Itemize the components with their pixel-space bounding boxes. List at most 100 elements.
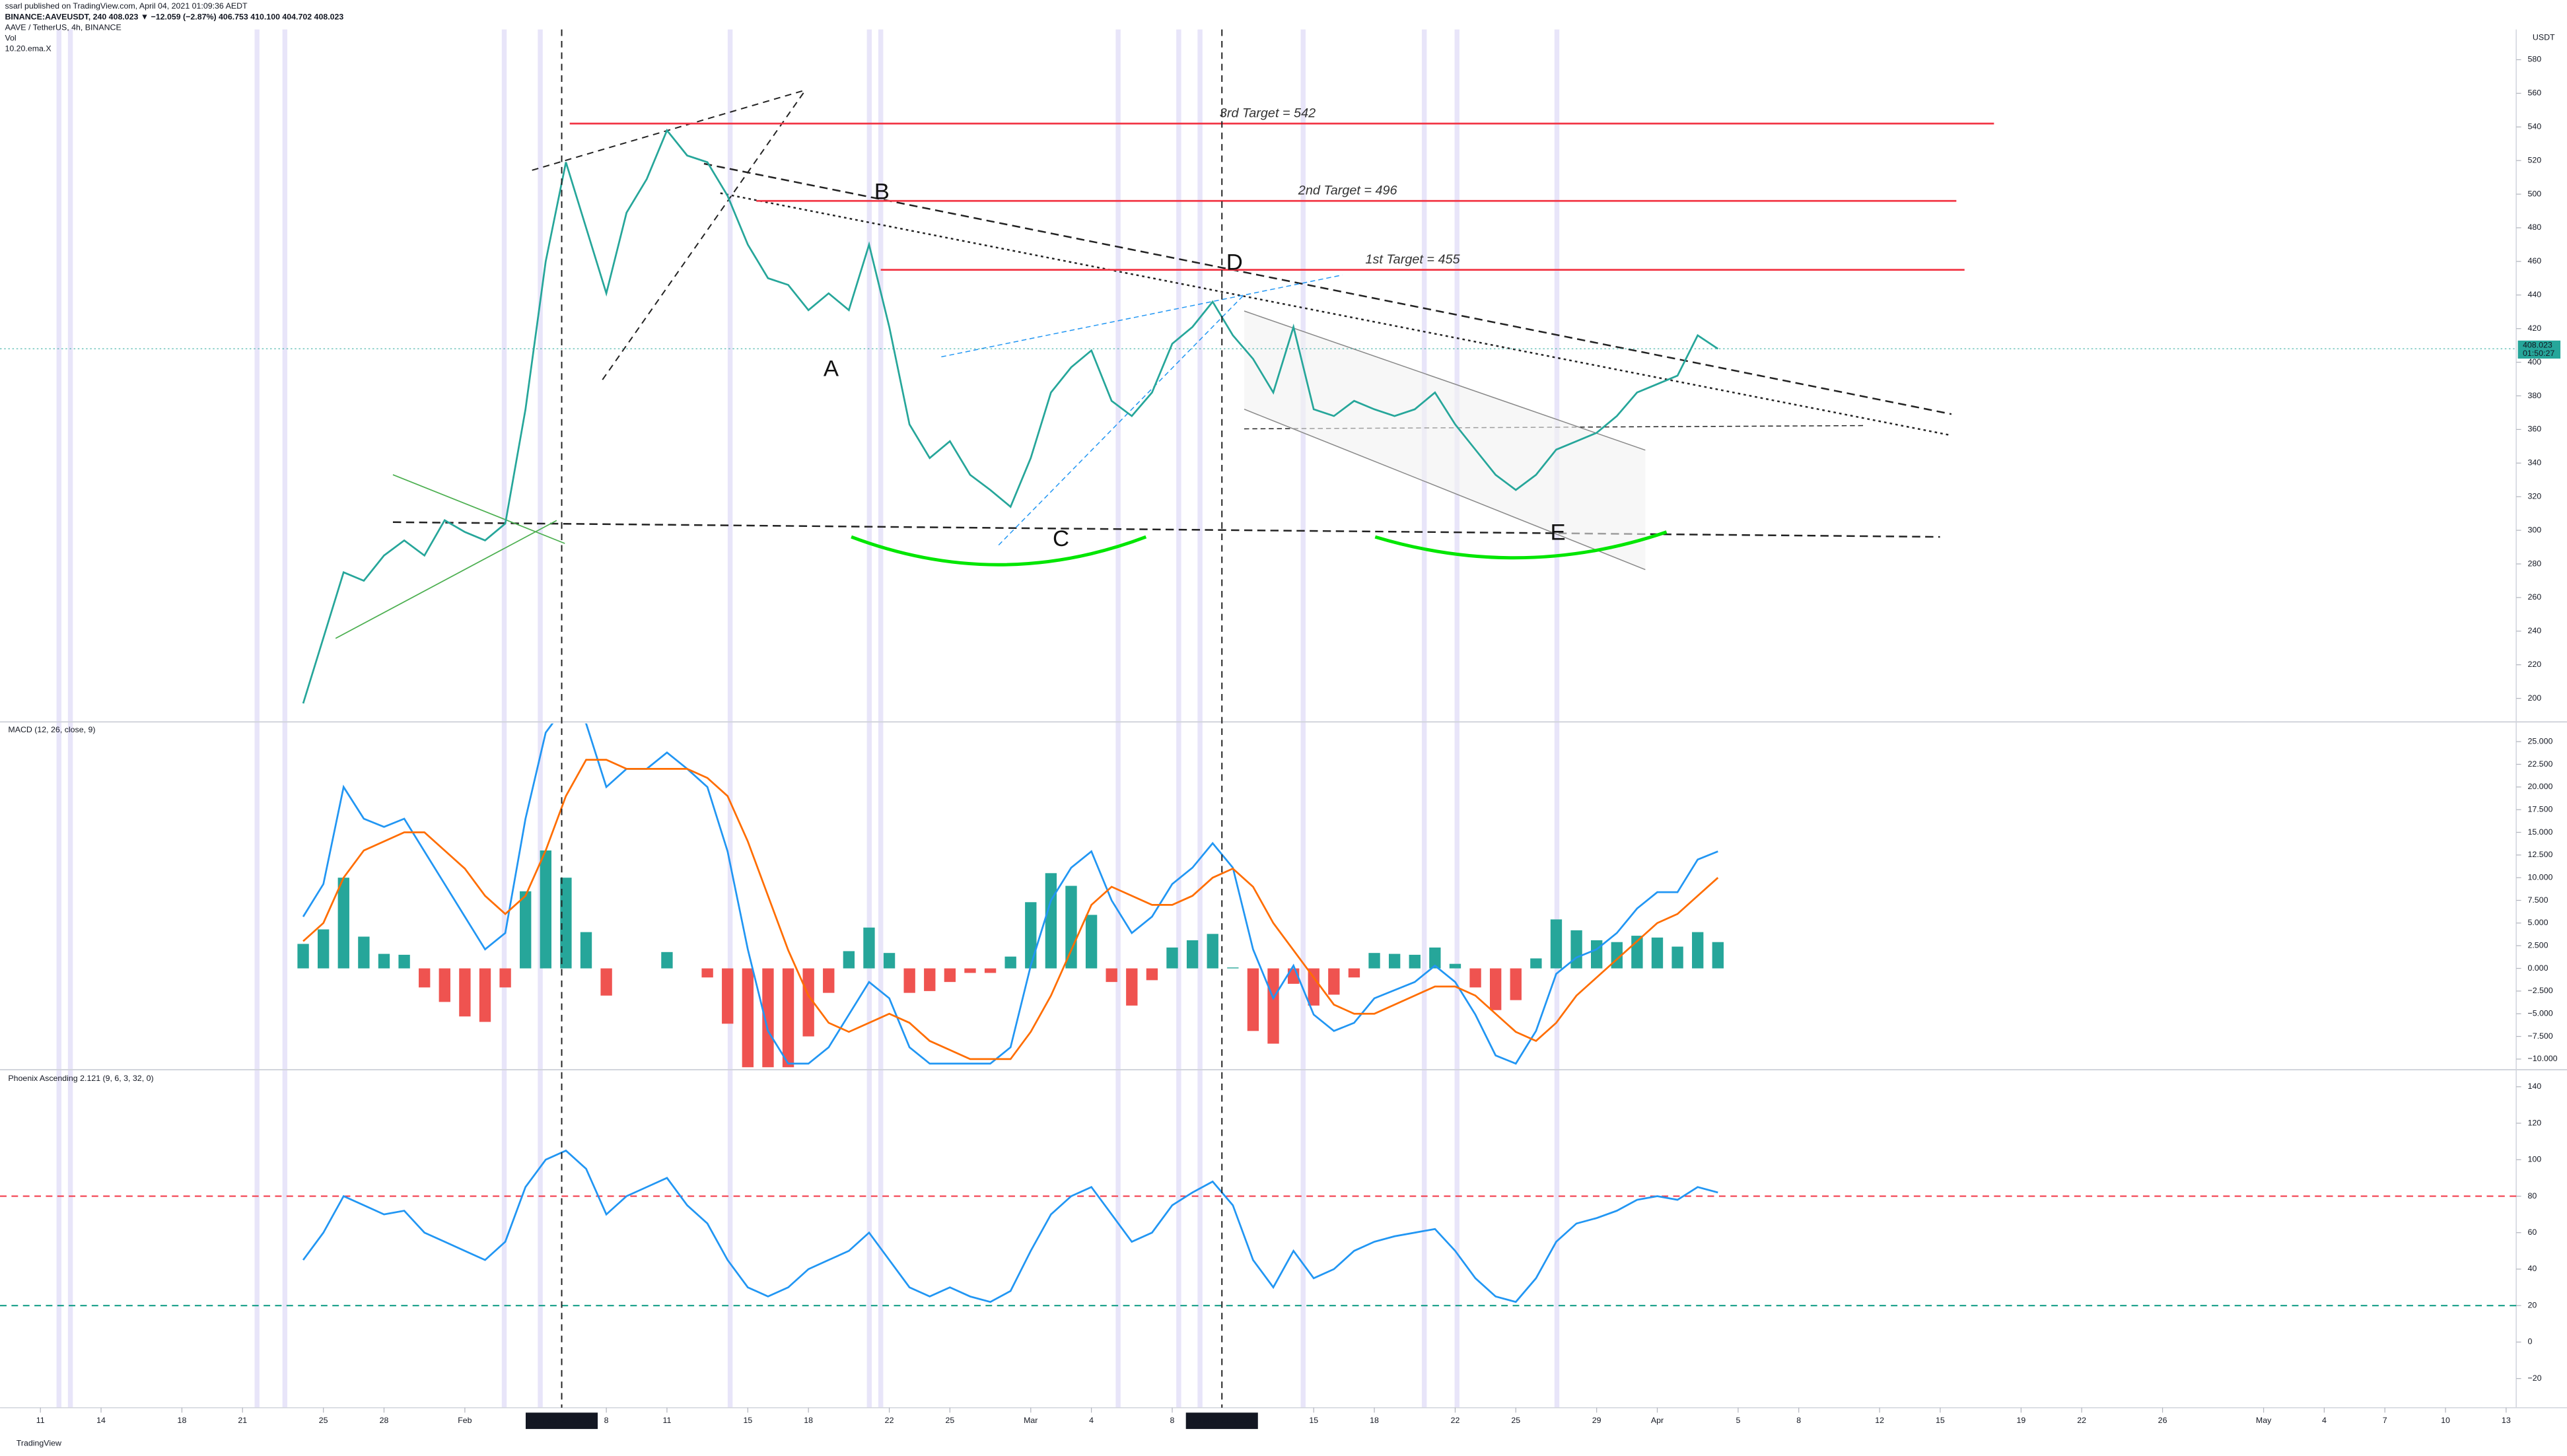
y-tick-label: 280	[2527, 559, 2541, 568]
histogram-bar	[924, 968, 936, 991]
histogram-bar	[1186, 940, 1199, 969]
x-tick-label: 8	[1796, 1416, 1801, 1425]
histogram-bar	[337, 878, 349, 969]
support-line	[392, 521, 1940, 538]
histogram-bar	[1045, 873, 1057, 969]
session-band	[56, 29, 61, 1408]
plot: 2002202402602803003203403603804004204404…	[0, 29, 2561, 1430]
histogram-bar	[1530, 958, 1542, 969]
session-band	[1197, 29, 1203, 1408]
series-line	[302, 759, 1719, 1060]
y-tick-label: 10.000	[2527, 872, 2552, 882]
y-tick-label: 220	[2527, 660, 2541, 669]
session-band	[538, 29, 543, 1408]
y-tick-label: 17.500	[2527, 804, 2552, 814]
session-band	[1300, 29, 1306, 1408]
y-tick-label: 300	[2527, 525, 2541, 534]
x-tick-label: May	[2256, 1416, 2272, 1425]
channel-line	[998, 294, 1245, 546]
target-label: 2nd Target = 496	[1298, 184, 1398, 198]
y-tick-label: −2.500	[2527, 986, 2552, 995]
histogram-bar	[499, 968, 511, 988]
session-band	[254, 29, 260, 1408]
triangle-line	[335, 520, 557, 639]
histogram-bar	[540, 850, 551, 969]
y-tick-label: 7.500	[2527, 895, 2548, 905]
header-line: 10.20.ema.X	[5, 44, 51, 53]
x-tick-label: 7	[2383, 1416, 2387, 1425]
histogram-bar	[600, 968, 612, 996]
pattern-label: C	[1053, 526, 1069, 551]
histogram-bar	[1247, 968, 1259, 1031]
session-band	[1454, 29, 1459, 1408]
x-tick-label: 4	[1089, 1416, 1094, 1425]
y-tick-label: −5.000	[2527, 1008, 2552, 1018]
target-label: 1st Target = 455	[1365, 252, 1460, 267]
histogram-bar	[1207, 934, 1218, 969]
y-tick-label: 120	[2527, 1118, 2541, 1127]
header-line: AAVE / TetherUS, 4h, BINANCE	[5, 22, 121, 32]
histogram-bar	[823, 968, 835, 993]
histogram-bar	[661, 952, 673, 969]
y-tick-label: 40	[2527, 1264, 2537, 1273]
histogram-bar	[883, 953, 896, 969]
histogram-bar	[398, 954, 410, 969]
y-tick-label: 460	[2527, 256, 2541, 265]
series-line	[302, 723, 1718, 1065]
x-tick-label: 29	[1592, 1416, 1601, 1425]
y-tick-label: 80	[2527, 1191, 2537, 1200]
histogram-bar	[1166, 947, 1178, 969]
histogram-bar	[1449, 963, 1461, 969]
x-tick-label: 15	[1309, 1416, 1318, 1425]
histogram-bar	[297, 944, 309, 969]
histogram-bar	[1308, 968, 1319, 1006]
histogram-bar	[318, 929, 330, 969]
histogram-bar	[964, 968, 976, 973]
histogram-bar	[1085, 915, 1098, 969]
cup-arc	[1374, 530, 1668, 560]
histogram-bar	[520, 891, 532, 969]
x-tick-label: Feb	[458, 1416, 472, 1425]
histogram-bar	[1489, 968, 1502, 1010]
histogram-bar	[984, 968, 997, 973]
histogram-bar	[1469, 968, 1481, 988]
x-tick-label: 15	[1936, 1416, 1945, 1425]
histogram-bar	[843, 951, 855, 969]
y-tick-label: 380	[2527, 391, 2541, 400]
x-tick-label: 12	[1875, 1416, 1884, 1425]
x-tick-label: 15	[743, 1416, 752, 1425]
histogram-bar	[1591, 940, 1603, 969]
x-tick-label: Apr	[1651, 1416, 1664, 1425]
cup-arc	[851, 535, 1147, 567]
histogram-bar	[580, 932, 592, 969]
header-line: ssarl published on TradingView.com, Apri…	[5, 1, 248, 11]
header-line: Vol	[5, 34, 16, 43]
y-tick-label: 140	[2527, 1082, 2541, 1091]
marker-tag	[526, 1412, 598, 1430]
session-band	[1115, 29, 1121, 1408]
histogram-bar	[863, 927, 875, 969]
histogram-bar	[1126, 968, 1138, 1006]
histogram-bar	[459, 968, 471, 1017]
histogram-bar	[944, 968, 956, 983]
histogram-bar	[1106, 968, 1117, 983]
y-tick-label: 240	[2527, 626, 2541, 635]
y-tick-label: −10.000	[2527, 1054, 2557, 1063]
pane-title: MACD (12, 26, close, 9)	[8, 725, 95, 734]
wedge-line	[602, 89, 806, 380]
histogram-bar	[439, 968, 450, 1002]
target-label: 3rd Target = 542	[1220, 106, 1316, 121]
x-tick-label: 25	[945, 1416, 954, 1425]
y-tick-label: 580	[2527, 55, 2541, 64]
y-tick-label: 400	[2527, 357, 2541, 366]
y-tick-label: 560	[2527, 88, 2541, 98]
y-tick-label: 0.000	[2527, 963, 2548, 973]
histogram-bar	[1692, 932, 1704, 969]
histogram-bar	[419, 968, 431, 988]
channel-line	[1244, 409, 1646, 571]
session-band	[1554, 29, 1560, 1408]
histogram-bar	[782, 968, 794, 1068]
session-band	[501, 29, 507, 1408]
y-tick-label: 200	[2527, 693, 2541, 703]
channel-line	[941, 274, 1343, 358]
